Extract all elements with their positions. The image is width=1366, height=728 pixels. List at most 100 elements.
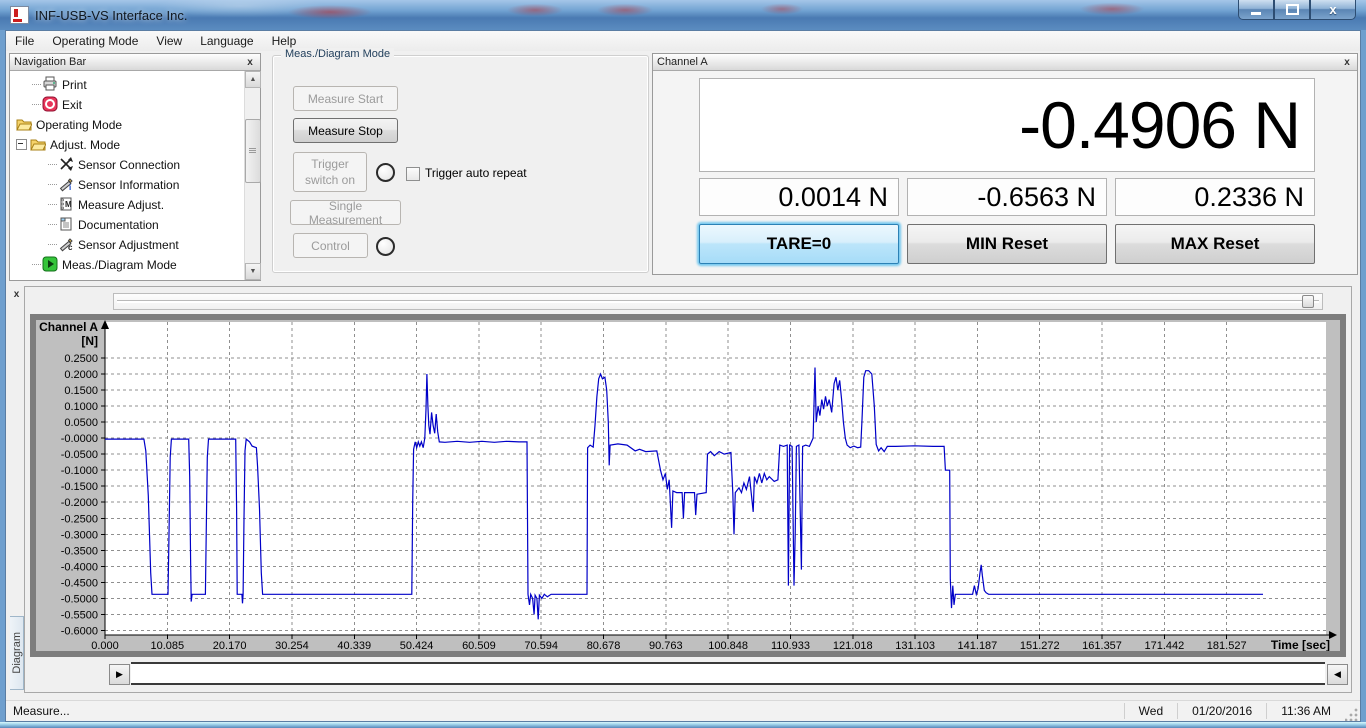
navigation-panel: Navigation Bar x Print Exit Operating Mode…	[9, 53, 261, 281]
svg-text:-0.4500: -0.4500	[61, 577, 98, 589]
svg-text:171.442: 171.442	[1144, 640, 1184, 651]
menu-item-view[interactable]: View	[156, 34, 183, 48]
svg-text:M: M	[65, 200, 72, 209]
y-axis-unit: [N]	[81, 334, 98, 348]
group-label: Meas./Diagram Mode	[281, 48, 395, 60]
svg-text:40.339: 40.339	[337, 640, 371, 651]
tare-value-display: 0.0014 N	[699, 178, 899, 216]
diagram-tab-label: Diagram	[10, 632, 23, 674]
svg-text:70.594: 70.594	[524, 640, 558, 651]
nav-item-exit[interactable]: Exit	[10, 94, 245, 114]
tree-connector	[32, 83, 41, 85]
svg-text:60.509: 60.509	[462, 640, 496, 651]
trigger-auto-repeat-label: Trigger auto repeat	[425, 166, 527, 180]
main-value-display: -0.4906 N	[699, 78, 1315, 172]
nav-item-label: Documentation	[78, 217, 159, 232]
control-button[interactable]: Control	[293, 233, 368, 258]
nav-tree: Print Exit Operating Mode Adjust. Mode Senso…	[10, 71, 245, 280]
tree-connector	[48, 243, 57, 245]
nav-item-measure-adjust[interactable]: M Measure Adjust.	[10, 194, 245, 214]
scroll-left-icon[interactable]: ◀	[1327, 664, 1348, 685]
svg-text:-0.6000: -0.6000	[61, 626, 98, 638]
nav-scrollbar[interactable]: ▲ ▼	[244, 71, 261, 280]
menu-item-language[interactable]: Language	[200, 34, 254, 48]
diagram-zoom-slider[interactable]	[113, 293, 1323, 310]
navigation-close-icon[interactable]: x	[247, 56, 253, 68]
y-axis-title: Channel A	[39, 320, 98, 334]
scroll-thumb[interactable]	[245, 119, 261, 183]
nav-item-documentation[interactable]: Documentation	[10, 214, 245, 234]
menu-item-file[interactable]: File	[15, 34, 35, 48]
scroll-right-icon[interactable]: ▶	[109, 664, 130, 685]
diagram-close-icon[interactable]: x	[13, 289, 20, 300]
nav-item-operating-mode[interactable]: Operating Mode	[10, 114, 245, 134]
nav-item-sensor-information[interactable]: i Sensor Information	[10, 174, 245, 194]
svg-text:-0.1000: -0.1000	[61, 465, 98, 477]
slider-track	[117, 300, 1319, 303]
collapse-expander-icon[interactable]	[16, 138, 27, 150]
minimize-button[interactable]	[1238, 0, 1274, 20]
svg-text:20.170: 20.170	[213, 640, 247, 651]
sensor-connection-icon	[58, 156, 74, 172]
sensor-information-icon: i	[58, 176, 74, 192]
status-date: 01/20/2016	[1192, 704, 1253, 718]
svg-text:0.2500: 0.2500	[64, 353, 98, 365]
svg-text:-0.4000: -0.4000	[61, 561, 98, 573]
svg-text:141.187: 141.187	[958, 640, 998, 651]
svg-text:-0.2500: -0.2500	[61, 513, 98, 525]
documentation-icon	[58, 216, 74, 232]
channel-a-close-icon[interactable]: x	[1344, 56, 1350, 68]
close-button[interactable]	[1310, 0, 1356, 20]
max-reset-button[interactable]: MAX Reset	[1115, 224, 1315, 264]
tree-connector	[48, 163, 57, 165]
folder-icon	[30, 136, 47, 152]
svg-text:0.000: 0.000	[91, 640, 119, 651]
max-value-display: 0.2336 N	[1115, 178, 1315, 216]
nav-item-adjust-mode[interactable]: Adjust. Mode	[10, 134, 245, 154]
title-bar: INF-USB-VS Interface Inc.	[0, 0, 1366, 30]
single-measurement-button[interactable]: Single Measurement	[290, 199, 401, 227]
status-time: 11:36 AM	[1281, 704, 1331, 718]
maximize-button[interactable]	[1274, 0, 1310, 20]
measure-adjust-icon: M	[58, 196, 74, 212]
printer-icon	[42, 76, 58, 92]
trigger-switch-on-button[interactable]: Trigger switch on	[293, 152, 367, 192]
svg-text:-0.0500: -0.0500	[61, 449, 98, 461]
svg-text:50.424: 50.424	[400, 640, 434, 651]
nav-item-label: Operating Mode	[36, 117, 123, 132]
nav-item-label: Sensor Connection	[78, 157, 181, 172]
window-bottom-border	[0, 722, 1366, 728]
tare-button[interactable]: TARE=0	[699, 224, 899, 264]
nav-item-print[interactable]: Print	[10, 74, 245, 94]
tree-connector	[32, 263, 41, 265]
resize-grip[interactable]	[1345, 707, 1359, 721]
scroll-up-icon[interactable]: ▲	[245, 71, 261, 88]
menu-item-operating-mode[interactable]: Operating Mode	[52, 34, 139, 48]
tree-connector	[48, 183, 57, 185]
svg-text:-0.3500: -0.3500	[61, 545, 98, 557]
nav-item-sensor-connection[interactable]: Sensor Connection	[10, 154, 245, 174]
scroll-down-icon[interactable]: ▼	[245, 263, 261, 280]
svg-text:151.272: 151.272	[1020, 640, 1060, 651]
menu-item-help[interactable]: Help	[271, 34, 297, 48]
svg-text:-0.1500: -0.1500	[61, 481, 98, 493]
diagram-hscroll[interactable]	[131, 662, 1325, 685]
channel-a-panel: Channel A x -0.4906 N 0.0014 N -0.6563 N…	[652, 53, 1358, 275]
nav-item-sensor-adjustment[interactable]: c Sensor Adjustment	[10, 234, 245, 254]
nav-item-meas-diagram-mode[interactable]: Meas./Diagram Mode	[10, 254, 245, 274]
window-title: INF-USB-VS Interface Inc.	[35, 7, 188, 23]
slider-thumb[interactable]	[1302, 295, 1314, 308]
measure-stop-button[interactable]: Measure Stop	[293, 118, 398, 143]
svg-text:10.085: 10.085	[150, 640, 184, 651]
status-bar: Measure... Wed 01/20/2016 11:36 AM	[6, 700, 1360, 721]
measure-start-button[interactable]: Measure Start	[293, 86, 398, 111]
exit-icon	[42, 96, 58, 112]
status-day: Wed	[1138, 704, 1164, 718]
svg-text:30.254: 30.254	[275, 640, 309, 651]
diagram-tab[interactable]: Diagram	[10, 616, 24, 690]
workspace: Navigation Bar x Print Exit Operating Mode…	[6, 48, 1360, 701]
min-reset-button[interactable]: MIN Reset	[907, 224, 1107, 264]
trigger-auto-repeat-checkbox[interactable]	[406, 167, 420, 181]
diagram-dock-strip: x Diagram	[9, 286, 24, 693]
nav-item-label: Print	[62, 77, 87, 92]
